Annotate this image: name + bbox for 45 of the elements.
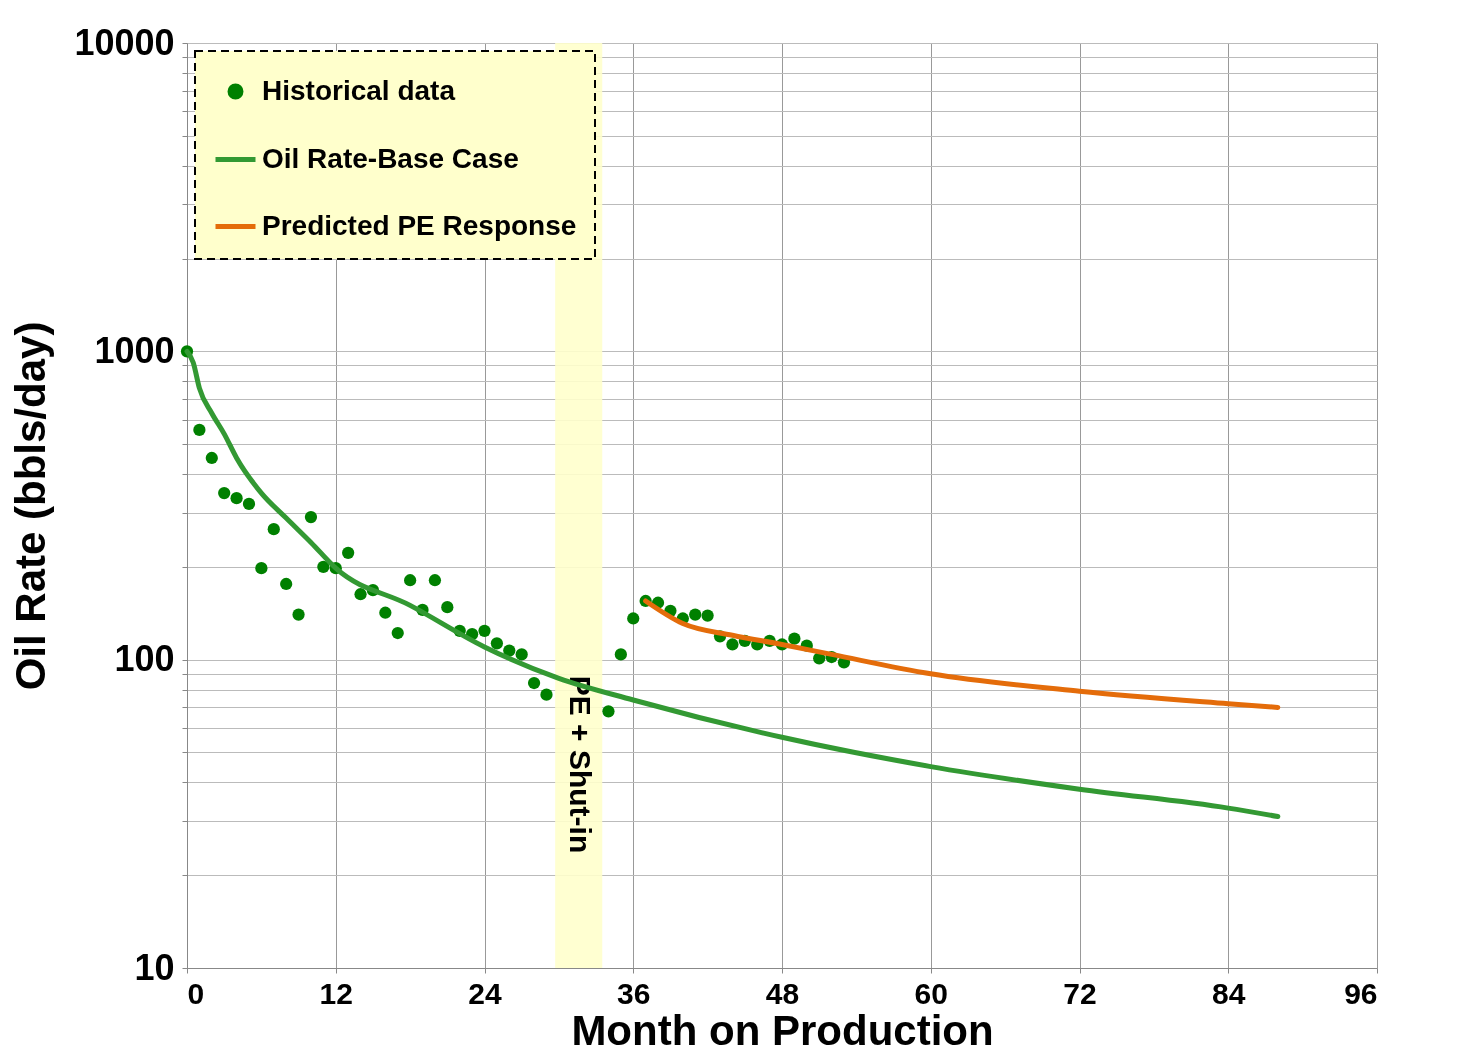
point [441,601,454,614]
x-tick-label: 84 [1212,976,1246,1010]
point [503,644,516,657]
point [527,676,541,690]
legend-label: Oil Rate-Base Case [262,142,519,174]
point [627,612,640,625]
point [354,588,367,601]
point [205,451,218,465]
point [218,486,231,500]
point [689,608,702,621]
point [304,510,318,524]
x-tick-label: 0 [187,976,205,1010]
y-tick-label: 1000 [94,329,175,371]
legend-label: Historical data [262,74,456,106]
point [317,560,330,573]
point [602,705,615,718]
x-tick-label: 72 [1063,976,1097,1010]
point [490,637,504,650]
x-tick-label: 24 [468,976,502,1010]
point [788,632,801,645]
point [391,626,404,640]
legend-label: Predicted PE Response [262,209,577,241]
point [292,608,305,621]
point [230,492,243,505]
point [342,546,355,559]
point [280,577,293,591]
point [614,648,627,661]
point [404,574,417,587]
point [701,609,714,622]
point [242,497,256,511]
point [478,624,491,637]
y-tick-label: 10000 [74,21,175,63]
y-tick-label: 10 [134,946,175,988]
y-tick-label: 100 [114,638,175,680]
y-axis-title: Oil Rate (bbls/day) [7,321,55,691]
point [428,574,442,587]
point [379,606,392,619]
point [267,523,280,536]
point [515,648,528,661]
point [540,688,553,701]
point [726,638,739,651]
point [255,562,268,575]
x-tick-label: 96 [1344,976,1378,1010]
point [193,423,206,437]
x-tick-label: 12 [319,976,353,1010]
